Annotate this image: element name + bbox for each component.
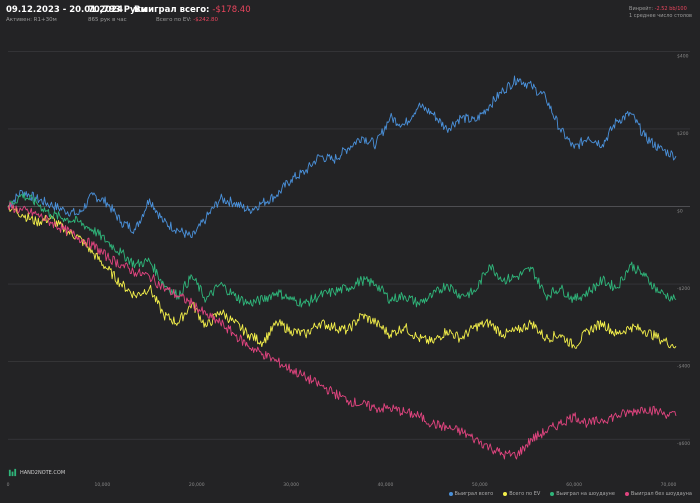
hands-count: 70,793 Руки [88, 5, 148, 15]
hand2note-logo-icon [8, 468, 17, 477]
x-tick-label: 20,000 [189, 482, 205, 488]
legend-item: Выиграл всего [448, 491, 494, 497]
legend-label: Всего по EV [509, 491, 541, 497]
y-tick-label: -$600 [677, 441, 690, 447]
brand-name: HAND2NOTE.COM [20, 469, 66, 476]
x-tick-label: 40,000 [378, 482, 394, 488]
legend-swatch [550, 492, 555, 496]
legend-item: Всего по EV [503, 491, 540, 497]
ev-label: Всего по EV: [156, 17, 192, 23]
winrate-info: Винрейт: -2.52 bb/100 1 среднее число ст… [629, 6, 692, 20]
header-bar: 09.12.2023 - 20.01.2024 Активен: R1+30м … [0, 0, 700, 30]
x-tick-label: 50,000 [472, 482, 488, 488]
x-tick-label: 0 [7, 482, 10, 488]
y-tick-label: -$200 [677, 286, 690, 292]
y-tick-label: $400 [677, 53, 689, 59]
x-tick-label: 60,000 [566, 482, 582, 488]
chart-legend: Выиграл всего Всего по EV Выиграл на шоуда… [448, 491, 692, 497]
legend-label: Выиграл на шоудауне [556, 491, 615, 497]
legend-swatch [448, 492, 453, 496]
date-sub: Активен: R1+30м [6, 17, 57, 23]
date-range-block: 09.12.2023 - 20.01.2024 Активен: R1+30м [6, 5, 123, 23]
legend-swatch [503, 492, 508, 496]
hands-block: 70,793 Руки 865 рук в час [88, 5, 147, 23]
series-line-2 [7, 192, 677, 308]
x-tick-label: 30,000 [283, 482, 299, 488]
hands-per-hour: 865 рук в час [88, 17, 127, 23]
won-label: Выиграл всего: [134, 5, 210, 15]
ev-value: -$242.80 [193, 17, 219, 23]
legend-item: Выиграл на шоудауне [550, 491, 615, 497]
won-block: Выиграл всего: -$178.40 Всего по EV: -$2… [134, 5, 251, 23]
series-line-0 [7, 75, 677, 238]
y-tick-label: -$400 [677, 364, 690, 370]
y-tick-label: $0 [677, 209, 683, 215]
legend-item: Выиграл без шоудауна [624, 491, 692, 497]
series-line-3 [7, 201, 677, 460]
x-tick-label: 70,000 [661, 482, 677, 488]
series-line-1 [7, 204, 677, 349]
tables-info: 1 среднее число столов [629, 13, 692, 19]
legend-label: Выиграл всего [454, 491, 494, 497]
legend-label: Выиграл без шоудауна [630, 491, 692, 497]
brand-logo: HAND2NOTE.COM [8, 468, 65, 477]
legend-swatch [624, 492, 629, 496]
date-range: 09.12.2023 - 20.01.2024 [6, 5, 123, 15]
y-tick-label: $200 [677, 131, 689, 137]
winrate-label: Винрейт: [629, 6, 654, 12]
winrate-value: -2.52 bb/100 [654, 6, 687, 12]
won-value: -$178.40 [212, 5, 251, 15]
x-tick-label: 10,000 [94, 482, 110, 488]
